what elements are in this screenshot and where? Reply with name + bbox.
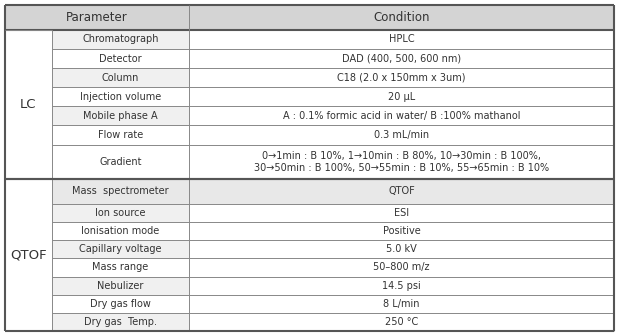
Bar	[52, 49, 189, 68]
Bar	[52, 204, 189, 222]
Text: ESI: ESI	[394, 208, 409, 218]
Text: 5.0 kV: 5.0 kV	[386, 244, 417, 254]
Bar	[189, 106, 614, 125]
Bar	[52, 125, 189, 144]
Bar	[5, 5, 189, 30]
Text: Nebulizer: Nebulizer	[97, 281, 144, 291]
Text: Chromatograph: Chromatograph	[82, 34, 158, 44]
Bar	[189, 258, 614, 277]
Text: Injection volume: Injection volume	[80, 92, 161, 102]
Text: HPLC: HPLC	[389, 34, 414, 44]
Text: 14.5 psi: 14.5 psi	[382, 281, 421, 291]
Text: Mobile phase A: Mobile phase A	[83, 111, 158, 121]
Bar	[52, 222, 189, 240]
Text: Condition: Condition	[373, 11, 430, 24]
Text: QTOF: QTOF	[388, 186, 415, 197]
Bar	[189, 313, 614, 331]
Bar	[189, 144, 614, 179]
Bar	[52, 258, 189, 277]
Text: Ion source: Ion source	[95, 208, 145, 218]
Text: 20 μL: 20 μL	[388, 92, 415, 102]
Bar	[52, 295, 189, 313]
Bar	[52, 144, 189, 179]
Bar	[189, 222, 614, 240]
Bar	[189, 240, 614, 258]
Text: Positive: Positive	[383, 226, 420, 236]
Text: Mass range: Mass range	[92, 262, 149, 272]
Text: Flow rate: Flow rate	[98, 130, 143, 140]
Bar	[52, 30, 189, 49]
Text: Capillary voltage: Capillary voltage	[79, 244, 162, 254]
Text: Ionisation mode: Ionisation mode	[81, 226, 160, 236]
Text: Dry gas  Temp.: Dry gas Temp.	[84, 317, 157, 327]
Bar	[189, 87, 614, 106]
Bar	[189, 49, 614, 68]
Text: Dry gas flow: Dry gas flow	[90, 299, 151, 309]
Bar	[189, 30, 614, 49]
Bar	[52, 277, 189, 295]
Bar	[189, 125, 614, 144]
Text: 250 °C: 250 °C	[385, 317, 418, 327]
Bar	[52, 240, 189, 258]
Text: LC: LC	[20, 98, 37, 111]
Bar	[5, 30, 52, 179]
Text: 50–800 m/z: 50–800 m/z	[373, 262, 430, 272]
Text: Parameter: Parameter	[66, 11, 128, 24]
Text: Mass  spectrometer: Mass spectrometer	[72, 186, 169, 197]
Bar	[52, 313, 189, 331]
Text: QTOF: QTOF	[10, 249, 47, 261]
Bar	[52, 179, 189, 204]
Bar	[189, 179, 614, 204]
Bar	[189, 277, 614, 295]
Bar	[189, 204, 614, 222]
Bar	[189, 68, 614, 87]
Text: A : 0.1% formic acid in water/ B :100% mathanol: A : 0.1% formic acid in water/ B :100% m…	[283, 111, 520, 121]
Bar	[189, 295, 614, 313]
Text: 8 L/min: 8 L/min	[383, 299, 420, 309]
Text: C18 (2.0 x 150mm x 3um): C18 (2.0 x 150mm x 3um)	[337, 73, 465, 83]
Text: 0.3 mL/min: 0.3 mL/min	[374, 130, 429, 140]
Text: Gradient: Gradient	[99, 157, 142, 167]
Bar	[52, 68, 189, 87]
Bar	[189, 5, 614, 30]
Text: 0→1min : B 10%, 1→10min : B 80%, 10→30min : B 100%,
30→50min : B 100%, 50→55min : 0→1min : B 10%, 1→10min : B 80%, 10→30mi…	[254, 151, 549, 173]
Bar	[52, 87, 189, 106]
Bar	[52, 106, 189, 125]
Text: DAD (400, 500, 600 nm): DAD (400, 500, 600 nm)	[342, 53, 461, 64]
Text: Column: Column	[102, 73, 139, 83]
Bar	[5, 179, 52, 331]
Text: Detector: Detector	[99, 53, 142, 64]
